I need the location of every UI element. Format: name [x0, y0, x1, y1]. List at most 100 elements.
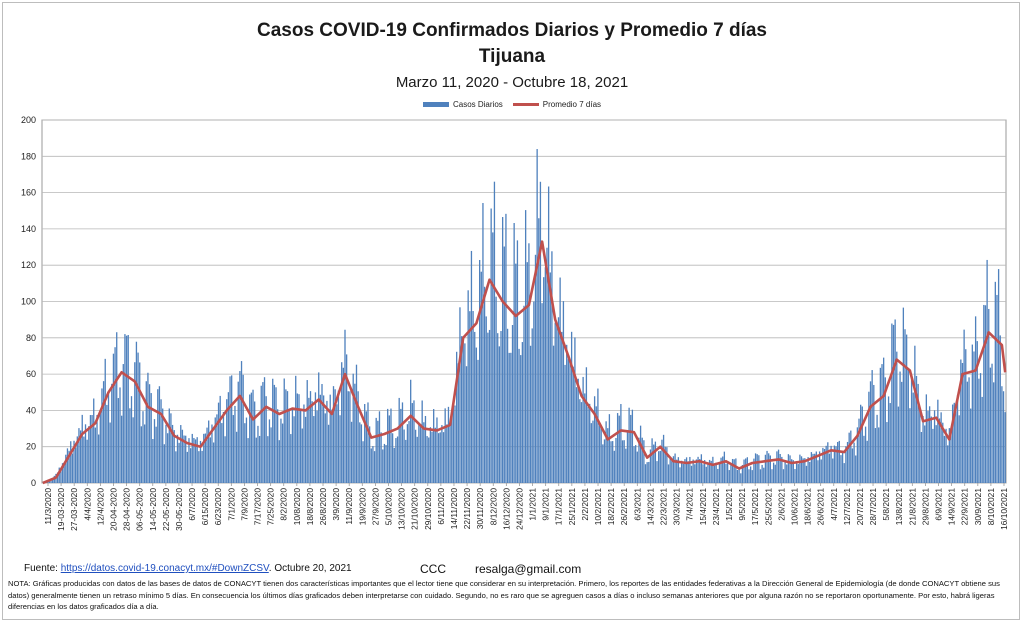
daily-case-bar [94, 427, 97, 483]
daily-case-bar [342, 367, 345, 483]
daily-case-bar [820, 459, 822, 483]
y-tick-label: 0 [31, 478, 36, 488]
x-tick-label: 2/2/2021 [580, 488, 590, 521]
daily-case-bar [495, 296, 497, 483]
daily-case-bar [658, 451, 660, 483]
x-tick-label: 17/5/2021 [750, 488, 760, 526]
x-tick-label: 7/9/2020 [239, 488, 249, 521]
daily-case-bar [874, 428, 877, 483]
daily-case-bar [299, 409, 302, 483]
daily-case-bar [79, 430, 82, 483]
daily-case-bar [804, 458, 806, 483]
daily-case-bar [932, 428, 934, 483]
daily-case-bar [966, 381, 969, 483]
daily-case-bar [247, 438, 249, 483]
daily-case-bar [807, 457, 809, 483]
daily-case-bar [377, 420, 379, 483]
daily-case-bar [713, 465, 716, 483]
daily-case-bar [260, 385, 262, 483]
daily-case-bar [122, 364, 124, 483]
daily-case-bar [418, 424, 420, 483]
daily-case-bar [442, 432, 445, 483]
x-tick-label: 30/3/2021 [672, 488, 682, 526]
daily-case-bar [950, 427, 952, 483]
daily-case-bar [263, 377, 266, 483]
daily-case-bar [922, 416, 924, 483]
daily-case-bar [255, 437, 257, 483]
daily-case-bar [983, 304, 985, 483]
x-tick-label: 16/10/2021 [999, 488, 1009, 530]
daily-case-bar [905, 334, 908, 483]
daily-case-bar [176, 434, 179, 483]
daily-case-bar [948, 428, 950, 483]
daily-case-bar [786, 464, 788, 483]
daily-case-bar [705, 466, 707, 483]
daily-case-bar [410, 379, 412, 483]
daily-case-bar [295, 375, 297, 483]
daily-case-bar [631, 409, 634, 483]
daily-case-bar [572, 366, 574, 483]
x-tick-label: 14-05-2020 [148, 488, 158, 531]
daily-case-bar [994, 281, 996, 483]
daily-case-bar [662, 434, 665, 483]
legend-bar-swatch [422, 102, 449, 108]
daily-case-bar [616, 413, 619, 483]
source-link[interactable]: https://datos.covid-19.conacyt.mx/#DownZ… [60, 563, 269, 574]
daily-case-bar [413, 400, 415, 483]
daily-case-bar [695, 459, 698, 483]
daily-case-bar [362, 441, 364, 483]
daily-case-bar [235, 431, 238, 483]
daily-case-bar [794, 469, 796, 483]
daily-case-bar [539, 181, 542, 484]
x-tick-label: 30-05-2020 [174, 488, 184, 531]
daily-case-bar [638, 437, 640, 483]
daily-case-bar [1002, 391, 1005, 483]
daily-case-bar [193, 437, 195, 483]
daily-case-bar [339, 415, 341, 483]
daily-case-bar [633, 446, 635, 483]
daily-case-bar [526, 262, 528, 483]
daily-case-bar [726, 462, 729, 483]
daily-case-bar [472, 311, 474, 483]
daily-case-bar [439, 432, 441, 483]
daily-case-bar [143, 424, 146, 483]
x-tick-label: 19-03-2020 [56, 488, 66, 531]
daily-case-bar [388, 415, 390, 483]
daily-case-bar [111, 383, 113, 483]
daily-case-bar [547, 186, 550, 484]
daily-case-bar [884, 377, 886, 483]
daily-case-bar [749, 466, 752, 483]
daily-case-bar [395, 438, 397, 483]
x-tick-label: 28-04-2020 [122, 488, 132, 531]
x-tick-label: 1/1/2021 [528, 488, 538, 521]
daily-case-bar [523, 305, 525, 483]
daily-case-bar [158, 386, 161, 483]
daily-case-bar [516, 240, 519, 483]
daily-case-bar [477, 359, 479, 483]
daily-case-bar [437, 433, 440, 483]
y-tick-label: 60 [26, 369, 36, 379]
x-tick-label: 27/9/2020 [370, 488, 380, 526]
daily-case-bar [868, 391, 870, 483]
daily-case-bar [186, 451, 188, 483]
daily-case-bar [965, 349, 967, 483]
daily-case-bar [313, 416, 315, 483]
daily-case-bar [101, 388, 103, 483]
daily-case-bar [165, 424, 167, 483]
x-tick-label: 23/4/2021 [711, 488, 721, 526]
daily-case-bar [219, 395, 221, 483]
daily-case-bar [520, 355, 522, 483]
daily-case-bar [229, 376, 231, 483]
daily-case-bar [129, 408, 131, 483]
x-tick-label: 25/5/2021 [763, 488, 773, 526]
x-tick-label: 2/6/2021 [776, 488, 786, 521]
daily-case-bar [997, 269, 1000, 483]
daily-case-bar [666, 447, 668, 483]
daily-case-bar [876, 414, 878, 483]
daily-case-bar [587, 406, 589, 483]
daily-case-bar [337, 390, 340, 483]
daily-case-bar [828, 453, 831, 483]
daily-case-bar [837, 441, 839, 483]
daily-case-bar [354, 383, 356, 483]
daily-case-bar [120, 415, 123, 483]
